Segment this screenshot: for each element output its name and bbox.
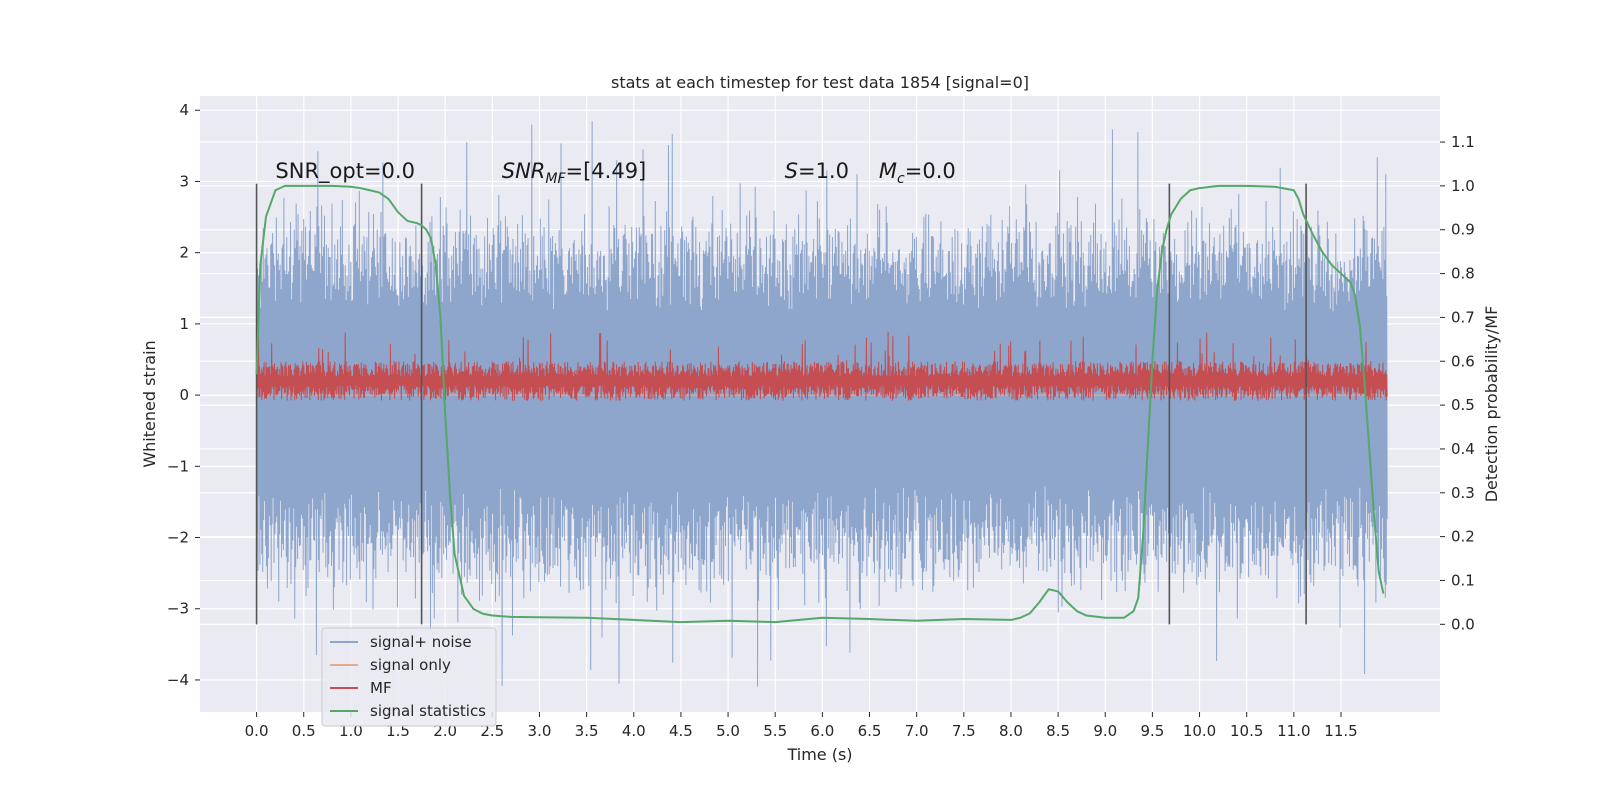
- legend-label: signal only: [370, 656, 451, 674]
- y-right-tick-label: 0.4: [1451, 440, 1475, 458]
- annotation-text: SNRMF=[4.49]: [502, 159, 647, 187]
- series-signal-noise-line: [256, 121, 1388, 687]
- data-layer: [255, 121, 1388, 687]
- series-mf-line: [256, 331, 1388, 401]
- y-right-tick-label: 0.0: [1451, 615, 1475, 633]
- ticks: 0.0 0.5 1.0 1.5 2.0 2.5 3.0 3.5 4.0 4.5 5.0 5.5 6.0 6…: [167, 101, 1475, 740]
- x-tick-label: 3.5: [575, 722, 599, 740]
- legend-label: signal+ noise: [370, 633, 472, 651]
- y-right-tick-label: 0.2: [1451, 528, 1475, 546]
- y-right-tick-label: 0.3: [1451, 484, 1475, 502]
- x-tick-label: 11.5: [1324, 722, 1357, 740]
- y-axis-label-right: Detection probability/MF: [1482, 306, 1501, 503]
- y-right-tick-label: 1.0: [1451, 177, 1475, 195]
- annotation-text: SNR_opt=0.0: [275, 159, 415, 184]
- y-right-tick-label: 0.1: [1451, 571, 1475, 589]
- series-signal-statistics-line: [255, 184, 1385, 624]
- x-tick-label: 3.0: [528, 722, 552, 740]
- y-left-tick-label: −2: [167, 529, 189, 547]
- y-left-tick-label: −4: [167, 671, 189, 689]
- chart-title: stats at each timestep for test data 185…: [611, 73, 1029, 92]
- y-right-tick-label: 1.1: [1451, 133, 1475, 151]
- x-tick-label: 0.0: [245, 722, 269, 740]
- x-tick-label: 9.0: [1093, 722, 1117, 740]
- y-left-tick-label: −3: [167, 600, 189, 618]
- x-tick-label: 8.5: [1046, 722, 1070, 740]
- x-tick-label: 4.0: [622, 722, 646, 740]
- x-tick-label: 5.0: [716, 722, 740, 740]
- y-right-tick-label: 0.5: [1451, 396, 1475, 414]
- x-tick-label: 10.0: [1183, 722, 1216, 740]
- legend-box: [321, 627, 497, 727]
- annotations: SNR_opt=0.0 SNRMF=[4.49] S=1.0 Mc=0.0: [275, 159, 955, 187]
- y-right-tick-label: 0.6: [1451, 352, 1475, 370]
- x-tick-label: 8.0: [999, 722, 1023, 740]
- y-right-tick-label: 0.8: [1451, 265, 1475, 283]
- y-right-tick-label: 0.9: [1451, 221, 1475, 239]
- x-tick-label: 5.5: [763, 722, 787, 740]
- y-left-tick-label: 3: [179, 172, 189, 190]
- legend-label: MF: [370, 679, 392, 697]
- x-tick-label: 7.0: [905, 722, 929, 740]
- x-axis-label: Time (s): [786, 745, 852, 764]
- legend: signal+ noise signal only MF signal statist…: [321, 627, 497, 727]
- annotation-text: Mc=0.0: [879, 159, 956, 187]
- y-right-tick-label: 0.7: [1451, 308, 1475, 326]
- legend-label: signal statistics: [370, 702, 486, 720]
- x-tick-label: 0.5: [292, 722, 316, 740]
- y-left-tick-label: 2: [179, 244, 189, 262]
- x-tick-label: 6.5: [858, 722, 882, 740]
- y-left-tick-label: −1: [167, 457, 189, 475]
- y-left-tick-label: 0: [179, 386, 189, 404]
- x-tick-label: 10.5: [1230, 722, 1263, 740]
- x-tick-label: 4.5: [669, 722, 693, 740]
- y-left-tick-label: 1: [179, 315, 189, 333]
- y-left-tick-label: 4: [179, 101, 189, 119]
- x-tick-label: 11.0: [1277, 722, 1310, 740]
- y-axis-label-left: Whitened strain: [140, 340, 159, 467]
- x-tick-label: 6.0: [810, 722, 834, 740]
- x-tick-label: 7.5: [952, 722, 976, 740]
- annotation-text: S=1.0: [785, 159, 849, 183]
- x-tick-label: 9.5: [1140, 722, 1164, 740]
